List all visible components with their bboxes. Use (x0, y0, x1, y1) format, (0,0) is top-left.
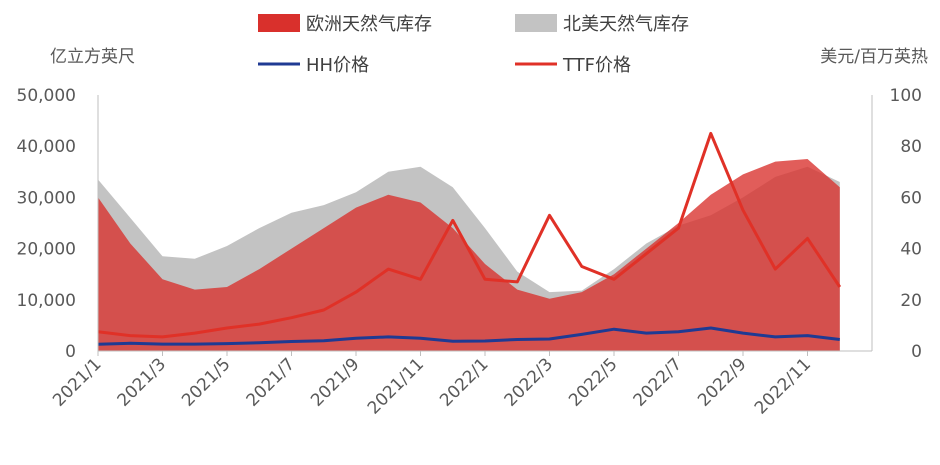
legend-swatch-europe (258, 14, 300, 32)
x-tick-label: 2021/7 (243, 354, 299, 410)
legend-label-north-america: 北美天然气库存 (563, 14, 689, 35)
europe-storage-area (98, 159, 840, 351)
x-tick-label: 2022/9 (694, 354, 750, 410)
legend: 欧洲天然气库存 北美天然气库存 HH价格 TTF价格 (258, 14, 689, 76)
left-tick-label: 20,000 (17, 240, 76, 260)
right-tick-label: 80 (900, 137, 922, 157)
x-tick-label: 2021/11 (364, 354, 428, 418)
x-tick-label: 2021/3 (114, 354, 170, 410)
x-tick-label: 2022/3 (501, 354, 557, 410)
right-tick-label: 40 (900, 240, 922, 260)
legend-label-hh: HH价格 (306, 55, 369, 76)
x-tick-label: 2021/9 (307, 354, 363, 410)
x-tick-label: 2021/5 (178, 354, 234, 410)
right-tick-label: 60 (900, 188, 922, 208)
ttf-price-line (97, 131, 842, 339)
x-tick-label: 2022/5 (565, 354, 621, 410)
x-tick-label: 2022/1 (436, 354, 492, 410)
right-tick-label: 20 (900, 291, 922, 311)
left-tick-label: 30,000 (17, 188, 76, 208)
legend-label-ttf: TTF价格 (562, 55, 631, 76)
x-tick-label: 2022/11 (751, 354, 815, 418)
plot-area (97, 131, 842, 351)
legend-swatch-north-america (515, 14, 557, 32)
right-tick-label: 100 (890, 86, 922, 106)
legend-label-europe: 欧洲天然气库存 (306, 14, 432, 35)
left-axis-unit: 亿立方英尺 (50, 47, 135, 67)
left-tick-label: 0 (65, 342, 76, 362)
hh-price-line (97, 326, 840, 346)
right-axis-unit: 美元/百万英热 (820, 47, 928, 67)
left-tick-label: 50,000 (17, 86, 76, 106)
right-tick-label: 0 (911, 342, 922, 362)
x-tick-label: 2022/7 (630, 354, 686, 410)
left-tick-label: 10,000 (17, 291, 76, 311)
x-tick-label: 2021/1 (49, 354, 105, 410)
left-tick-label: 40,000 (17, 137, 76, 157)
